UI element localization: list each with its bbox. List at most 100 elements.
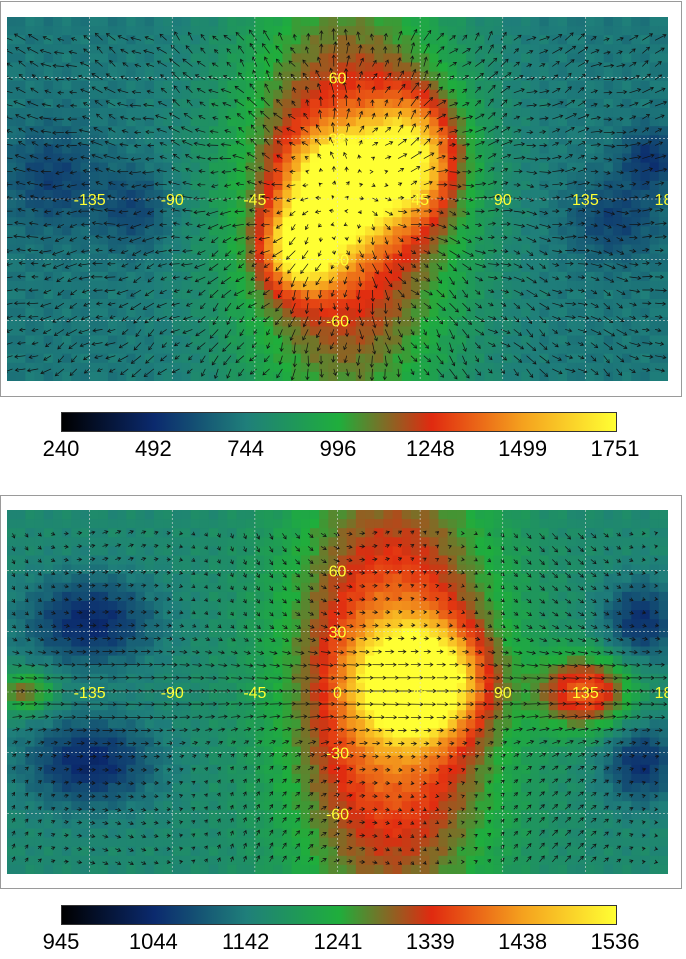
heatmap-cell bbox=[163, 144, 173, 154]
heatmap-cell bbox=[604, 117, 614, 127]
heatmap-cell bbox=[429, 35, 439, 45]
heatmap-cell bbox=[374, 99, 384, 109]
heatmap-cell bbox=[44, 546, 54, 556]
heatmap-cell bbox=[521, 263, 531, 273]
heatmap-cell bbox=[530, 592, 540, 602]
heatmap-cell bbox=[145, 565, 155, 575]
heatmap-cell bbox=[80, 519, 90, 529]
heatmap-cell bbox=[126, 354, 136, 364]
heatmap-cell bbox=[347, 574, 357, 584]
heatmap-cell bbox=[90, 72, 100, 82]
heatmap-cell bbox=[35, 217, 45, 227]
heatmap-cell bbox=[145, 537, 155, 547]
heatmap-cell bbox=[484, 510, 494, 520]
heatmap-cell bbox=[503, 326, 513, 336]
heatmap-cell bbox=[181, 35, 191, 45]
heatmap-cell bbox=[273, 336, 283, 346]
heatmap-cell bbox=[16, 326, 26, 336]
heatmap-cell bbox=[338, 528, 348, 538]
heatmap-cell bbox=[246, 126, 256, 136]
heatmap-cell bbox=[90, 90, 100, 100]
heatmap-cell bbox=[44, 317, 54, 327]
heatmap-cell bbox=[292, 519, 302, 529]
heatmap-cell bbox=[530, 163, 540, 173]
heatmap-cell bbox=[310, 354, 320, 364]
heatmap-cell bbox=[35, 172, 45, 182]
heatmap-cell bbox=[558, 72, 568, 82]
heatmap-cell bbox=[282, 510, 292, 520]
heatmap-cell bbox=[383, 144, 393, 154]
heatmap-cell bbox=[585, 556, 595, 566]
heatmap-cell bbox=[80, 217, 90, 227]
heatmap-cell bbox=[301, 308, 311, 318]
heatmap-cell bbox=[521, 17, 531, 27]
heatmap-cell bbox=[659, 117, 668, 127]
heatmap-cell bbox=[347, 26, 357, 36]
heatmap-cell bbox=[576, 53, 586, 63]
heatmap-cell bbox=[631, 528, 641, 538]
heatmap-cell bbox=[209, 235, 219, 245]
heatmap-cell bbox=[35, 226, 45, 236]
heatmap-cell bbox=[613, 308, 623, 318]
heatmap-cell bbox=[558, 574, 568, 584]
heatmap-cell bbox=[25, 90, 35, 100]
heatmap-cell bbox=[310, 299, 320, 309]
heatmap-cell bbox=[7, 81, 17, 91]
heatmap-cell bbox=[402, 363, 412, 373]
heatmap-cell bbox=[613, 135, 623, 145]
heatmap-cell bbox=[347, 336, 357, 346]
heatmap-cell bbox=[25, 226, 35, 236]
heatmap-cell bbox=[237, 235, 247, 245]
heatmap-cell bbox=[448, 144, 458, 154]
heatmap-cell bbox=[328, 108, 338, 118]
heatmap-cell bbox=[16, 592, 26, 602]
heatmap-cell bbox=[80, 574, 90, 584]
heatmap-cell bbox=[549, 510, 559, 520]
heatmap-cell bbox=[475, 63, 485, 73]
heatmap-cell bbox=[292, 117, 302, 127]
heatmap-cell bbox=[126, 17, 136, 27]
heatmap-cell bbox=[631, 53, 641, 63]
heatmap-cell bbox=[191, 299, 201, 309]
heatmap-cell bbox=[273, 35, 283, 45]
heatmap-cell bbox=[530, 546, 540, 556]
heatmap-cell bbox=[383, 245, 393, 255]
heatmap-cell bbox=[365, 519, 375, 529]
heatmap-cell bbox=[80, 345, 90, 355]
heatmap-cell bbox=[145, 281, 155, 291]
heatmap-cell bbox=[328, 235, 338, 245]
heatmap-cell bbox=[402, 254, 412, 264]
heatmap-cell bbox=[273, 272, 283, 282]
heatmap-cell bbox=[347, 126, 357, 136]
heatmap-cell bbox=[264, 345, 274, 355]
heatmap-cell bbox=[25, 72, 35, 82]
heatmap-cell bbox=[402, 510, 412, 520]
heatmap-cell bbox=[365, 281, 375, 291]
heatmap-cell bbox=[494, 126, 504, 136]
heatmap-cell bbox=[356, 299, 366, 309]
heatmap-cell bbox=[585, 17, 595, 27]
heatmap-cell bbox=[420, 519, 430, 529]
heatmap-cell bbox=[16, 281, 26, 291]
heatmap-cell bbox=[35, 372, 45, 381]
heatmap-cell bbox=[255, 317, 265, 327]
heatmap-cell bbox=[549, 99, 559, 109]
heatmap-cell bbox=[90, 574, 100, 584]
heatmap-cell bbox=[227, 263, 237, 273]
heatmap-cell bbox=[484, 519, 494, 529]
heatmap-cell bbox=[62, 26, 72, 36]
heatmap-cell bbox=[466, 510, 476, 520]
heatmap-cell bbox=[494, 290, 504, 300]
heatmap-cell bbox=[44, 574, 54, 584]
heatmap-cell bbox=[282, 163, 292, 173]
heatmap-cell bbox=[35, 290, 45, 300]
heatmap-cell bbox=[218, 63, 228, 73]
heatmap-cell bbox=[576, 63, 586, 73]
heatmap-cell bbox=[585, 181, 595, 191]
heatmap-cell bbox=[154, 226, 164, 236]
heatmap-cell bbox=[108, 546, 118, 556]
heatmap-cell bbox=[356, 254, 366, 264]
heatmap-cell bbox=[90, 290, 100, 300]
heatmap-cell bbox=[7, 163, 17, 173]
heatmap-cell bbox=[530, 217, 540, 227]
